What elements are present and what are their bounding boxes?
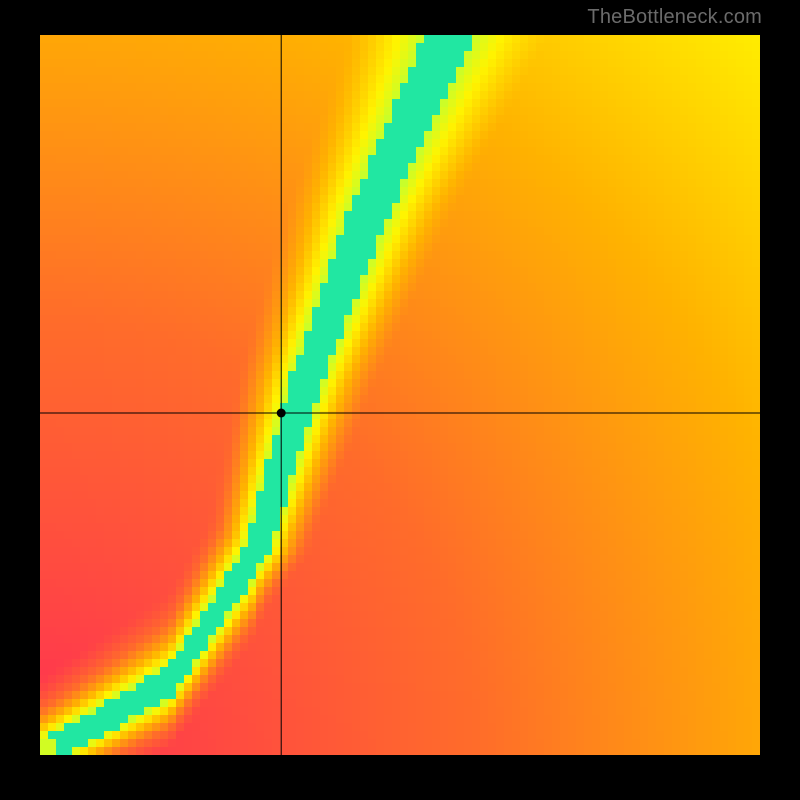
heatmap-canvas: [40, 35, 760, 755]
chart-container: TheBottleneck.com: [0, 0, 800, 800]
watermark-text: TheBottleneck.com: [587, 6, 762, 29]
